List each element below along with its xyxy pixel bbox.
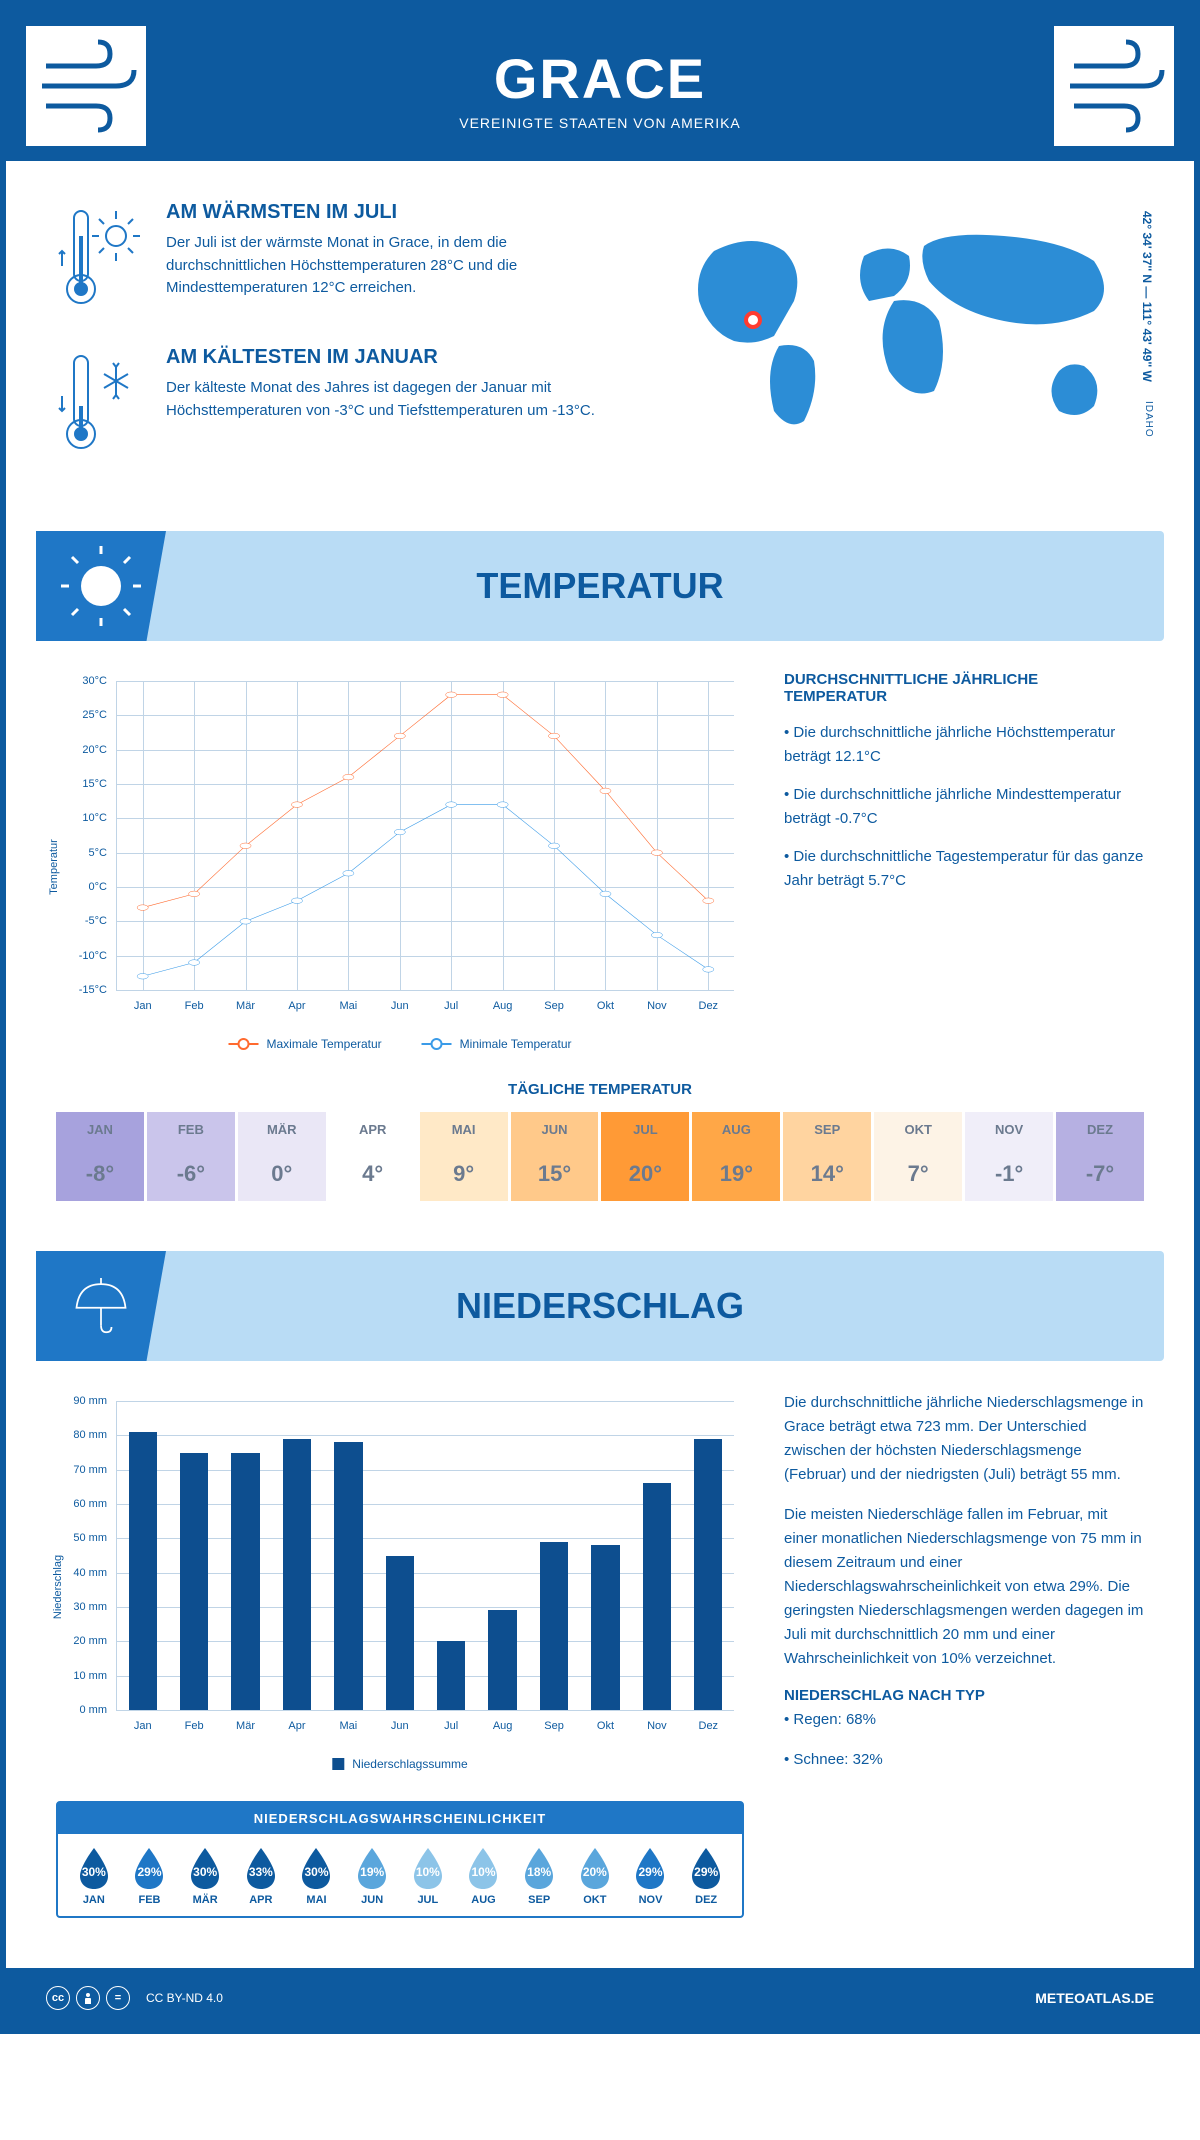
prob-cell: 20%OKT <box>567 1846 623 1906</box>
region-label: IDAHO <box>1143 401 1154 438</box>
prob-cell: 29%DEZ <box>678 1846 734 1906</box>
cc-icon: cc <box>46 1986 70 2010</box>
coordinates: 42° 34' 37'' N — 111° 43' 49'' W <box>1140 211 1154 382</box>
sun-icon <box>36 531 166 641</box>
thermometer-sun-icon <box>56 201 146 316</box>
precip-legend: Niederschlagssumme <box>332 1757 467 1771</box>
world-map <box>664 201 1144 441</box>
prob-cell: 19%JUN <box>344 1846 400 1906</box>
precipitation-bar-chart: Niederschlag 0 mm10 mm20 mm30 mm40 mm50 … <box>56 1391 744 1771</box>
daily-temp-cell: FEB-6° <box>147 1112 235 1201</box>
prob-cell: 30%MÄR <box>177 1846 233 1906</box>
daily-temp-cell: APR4° <box>329 1112 417 1201</box>
footer: cc = CC BY-ND 4.0 METEOATLAS.DE <box>6 1968 1194 2028</box>
warmest-block: AM WÄRMSTEN IM JULI Der Juli ist der wär… <box>56 201 624 316</box>
precip-text-1: Die durchschnittliche jährliche Niedersc… <box>784 1391 1144 1487</box>
footer-brand: METEOATLAS.DE <box>1035 1990 1154 2006</box>
temperature-section-header: TEMPERATUR <box>36 531 1164 641</box>
temp-info-1: • Die durchschnittliche jährliche Mindes… <box>784 783 1144 831</box>
prob-cell: 10%AUG <box>456 1846 512 1906</box>
precip-type-title: NIEDERSCHLAG NACH TYP <box>784 1687 1144 1704</box>
daily-temp-cell: JUL20° <box>601 1112 689 1201</box>
infographic-frame: GRACE VEREINIGTE STAATEN VON AMERIKA AM … <box>0 0 1200 2034</box>
daily-temp-cell: NOV-1° <box>965 1112 1053 1201</box>
prob-cell: 30%MAI <box>289 1846 345 1906</box>
daily-temp-cell: MAI9° <box>420 1112 508 1201</box>
daily-temp-cell: SEP14° <box>783 1112 871 1201</box>
prob-cell: 18%SEP <box>511 1846 567 1906</box>
prob-cell: 10%JUL <box>400 1846 456 1906</box>
page-title: GRACE <box>26 46 1174 111</box>
prob-cell: 30%JAN <box>66 1846 122 1906</box>
prob-cell: 29%NOV <box>623 1846 679 1906</box>
precip-type-0: • Regen: 68% <box>784 1708 1144 1732</box>
coldest-text: Der kälteste Monat des Jahres ist dagege… <box>166 377 624 422</box>
temp-info-title: DURCHSCHNITTLICHE JÄHRLICHE TEMPERATUR <box>784 671 1144 705</box>
temperature-title: TEMPERATUR <box>476 565 723 607</box>
coldest-title: AM KÄLTESTEN IM JANUAR <box>166 346 624 369</box>
coldest-block: AM KÄLTESTEN IM JANUAR Der kälteste Mona… <box>56 346 624 461</box>
prob-cell: 29%FEB <box>122 1846 178 1906</box>
temp-legend: .legend-swatch:nth-child(1)::after{borde… <box>229 1037 572 1051</box>
thermometer-snow-icon <box>56 346 146 461</box>
daily-temp-cell: AUG19° <box>692 1112 780 1201</box>
legend-max: Maximale Temperatur <box>267 1037 382 1051</box>
daily-temp-cell: JAN-8° <box>56 1112 144 1201</box>
precip-info: Die durchschnittliche jährliche Niedersc… <box>784 1391 1144 1918</box>
location-marker <box>744 311 762 329</box>
precip-legend-label: Niederschlagssumme <box>352 1757 467 1771</box>
temp-info: DURCHSCHNITTLICHE JÄHRLICHE TEMPERATUR •… <box>784 671 1144 1051</box>
daily-temperature-table: TÄGLICHE TEMPERATUR JAN-8°FEB-6°MÄR0°APR… <box>6 1071 1194 1231</box>
daily-temp-cell: MÄR0° <box>238 1112 326 1201</box>
intro-section: AM WÄRMSTEN IM JULI Der Juli ist der wär… <box>6 161 1194 511</box>
prob-title: NIEDERSCHLAGSWAHRSCHEINLICHKEIT <box>58 1803 742 1834</box>
prob-cell: 33%APR <box>233 1846 289 1906</box>
warmest-text: Der Juli ist der wärmste Monat in Grace,… <box>166 232 624 300</box>
precip-type-1: • Schnee: 32% <box>784 1748 1144 1772</box>
legend-min: Minimale Temperatur <box>460 1037 572 1051</box>
temperature-line-chart: Temperatur -15°C-10°C-5°C0°C5°C10°C15°C2… <box>56 671 744 1051</box>
license-icons: cc = CC BY-ND 4.0 <box>46 1986 223 2010</box>
daily-temp-title: TÄGLICHE TEMPERATUR <box>56 1081 1144 1098</box>
wind-icon-right <box>1054 26 1174 146</box>
temp-info-2: • Die durchschnittliche Tagestemperatur … <box>784 845 1144 893</box>
header: GRACE VEREINIGTE STAATEN VON AMERIKA <box>6 6 1194 161</box>
temp-info-0: • Die durchschnittliche jährliche Höchst… <box>784 721 1144 769</box>
license-text: CC BY-ND 4.0 <box>146 1991 223 2005</box>
precipitation-title: NIEDERSCHLAG <box>456 1285 744 1327</box>
precipitation-probability-box: NIEDERSCHLAGSWAHRSCHEINLICHKEIT 30%JAN29… <box>56 1801 744 1918</box>
precip-text-2: Die meisten Niederschläge fallen im Febr… <box>784 1503 1144 1671</box>
precipitation-section-header: NIEDERSCHLAG <box>36 1251 1164 1361</box>
by-icon <box>76 1986 100 2010</box>
umbrella-icon <box>36 1251 166 1361</box>
wind-icon-left <box>26 26 146 146</box>
page-subtitle: VEREINIGTE STAATEN VON AMERIKA <box>26 115 1174 131</box>
warmest-title: AM WÄRMSTEN IM JULI <box>166 201 624 224</box>
daily-temp-cell: OKT7° <box>874 1112 962 1201</box>
nd-icon: = <box>106 1986 130 2010</box>
daily-temp-cell: JUN15° <box>511 1112 599 1201</box>
daily-temp-cell: DEZ-7° <box>1056 1112 1144 1201</box>
